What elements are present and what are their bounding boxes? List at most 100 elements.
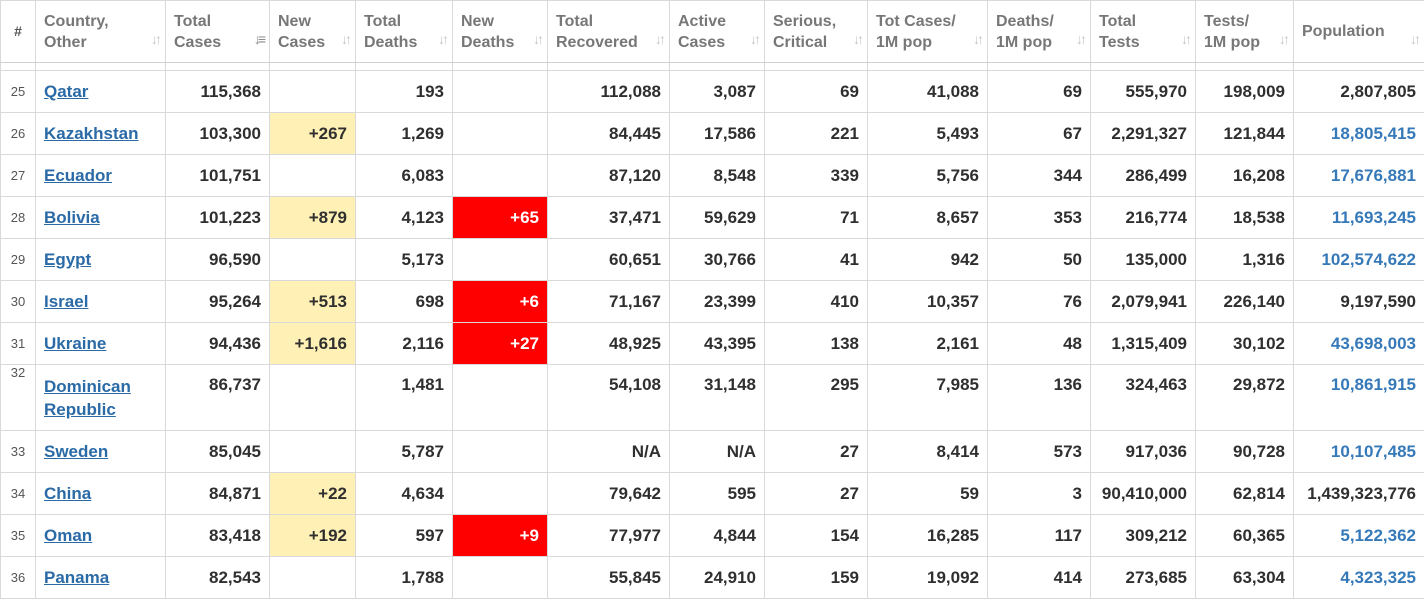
cell-deaths-per-1m: 414 (987, 556, 1091, 599)
sort-icon[interactable]: ↓↑ (853, 31, 864, 47)
cell-population: 43,698,003 (1293, 322, 1424, 365)
country-link[interactable]: Egypt (44, 250, 92, 269)
column-header-total-deaths[interactable]: Total Deaths ↓↑ (355, 0, 453, 63)
sort-icon[interactable]: ↓↑ (151, 31, 162, 47)
country-link[interactable]: Panama (44, 568, 110, 587)
sort-icon[interactable]: ↓↑ (1410, 31, 1421, 47)
cell-total-recovered: 48,925 (547, 322, 670, 365)
column-header-deaths-per-1m[interactable]: Deaths/ 1M pop ↓↑ (987, 0, 1091, 63)
column-header-total-cases[interactable]: Total Cases ↓≡ (165, 0, 270, 63)
column-header-index[interactable]: # (0, 0, 36, 63)
cell-new-cases (269, 556, 356, 599)
country-link[interactable]: Dominican Republic (44, 377, 131, 419)
cell-serious: 295 (764, 364, 868, 431)
column-header-cases-per-1m[interactable]: Tot Cases/ 1M pop ↓↑ (867, 0, 988, 63)
cell-cases-per-1m: 19,092 (867, 556, 988, 599)
cell-new-deaths (452, 154, 548, 197)
column-header-label: Tests/ 1M pop (1204, 12, 1260, 51)
column-header-new-cases[interactable]: New Cases ↓↑ (269, 0, 356, 63)
cell-new-cases: +1,616 (269, 322, 356, 365)
cell-new-cases: +513 (269, 280, 356, 323)
cell-deaths-per-1m: 48 (987, 322, 1091, 365)
cell-deaths-per-1m: 573 (987, 430, 1091, 473)
cell-serious: 154 (764, 514, 868, 557)
country-link[interactable]: Oman (44, 526, 93, 545)
country-link[interactable]: Kazakhstan (44, 124, 139, 143)
sort-icon[interactable]: ↓↑ (655, 31, 666, 47)
cell-total-tests: 2,079,941 (1090, 280, 1196, 323)
cell-total-tests: 1,315,409 (1090, 322, 1196, 365)
country-link[interactable]: Ecuador (44, 166, 113, 185)
column-header-label: Population (1302, 23, 1385, 40)
cell-population: 2,807,805 (1293, 70, 1424, 113)
sort-icon[interactable]: ↓↑ (973, 31, 984, 47)
cell-tests-per-1m: 29,872 (1195, 364, 1294, 431)
country-link[interactable]: Bolivia (44, 208, 100, 227)
cell-total-tests: 216,774 (1090, 196, 1196, 239)
cell-total-cases: 83,418 (165, 514, 270, 557)
country-link[interactable]: Sweden (44, 442, 109, 461)
cell-serious: 71 (764, 196, 868, 239)
column-header-active-cases[interactable]: Active Cases ↓↑ (669, 0, 765, 63)
cell-tests-per-1m: 16,208 (1195, 154, 1294, 197)
table-row: 36 Panama 82,543 1,788 55,845 24,910 159 19,092… (0, 556, 1424, 599)
cell-serious: 138 (764, 322, 868, 365)
cell-active-cases: 59,629 (669, 196, 765, 239)
cell-total-cases: 101,223 (165, 196, 270, 239)
sort-desc-icon[interactable]: ↓≡ (253, 31, 266, 47)
column-header-label: Total Recovered (556, 12, 638, 51)
cell-idx: 26 (0, 112, 36, 155)
cell-total-deaths: 1,481 (355, 364, 453, 431)
cell-total-cases: 85,045 (165, 430, 270, 473)
column-header-total-recovered[interactable]: Total Recovered ↓↑ (547, 0, 670, 63)
column-header-new-deaths[interactable]: New Deaths ↓↑ (452, 0, 548, 63)
sort-icon[interactable]: ↓↑ (1181, 31, 1192, 47)
column-header-label: # (14, 23, 22, 39)
cell-new-deaths (452, 364, 548, 431)
cell-serious: 339 (764, 154, 868, 197)
cell-total-cases: 82,543 (165, 556, 270, 599)
column-header-population[interactable]: Population ↓↑ (1293, 0, 1424, 63)
sort-icon[interactable]: ↓↑ (1076, 31, 1087, 47)
column-header-tests-per-1m[interactable]: Tests/ 1M pop ↓↑ (1195, 0, 1294, 63)
cell-idx: 31 (0, 322, 36, 365)
country-link[interactable]: China (44, 484, 92, 503)
header-row: # Country, Other ↓↑ Total Cases ↓≡ New Cases ↓… (0, 0, 1424, 63)
column-header-label: Active Cases (678, 12, 727, 51)
cell-new-cases (269, 430, 356, 473)
cell-country: Panama (35, 556, 166, 599)
column-header-serious-critical[interactable]: Serious, Critical ↓↑ (764, 0, 868, 63)
cell-new-cases: +879 (269, 196, 356, 239)
cell-total-tests: 555,970 (1090, 70, 1196, 113)
cell-new-deaths (452, 430, 548, 473)
cell-country: Egypt (35, 238, 166, 281)
column-header-total-tests[interactable]: Total Tests ↓↑ (1090, 0, 1196, 63)
country-link[interactable]: Israel (44, 292, 89, 311)
cell-cases-per-1m: 16,285 (867, 514, 988, 557)
cell-active-cases: 17,586 (669, 112, 765, 155)
cell-serious: 69 (764, 70, 868, 113)
cell-serious: 27 (764, 430, 868, 473)
table-row: 33 Sweden 85,045 5,787 N/A N/A 27 8,414 573 917,0… (0, 430, 1424, 473)
sort-icon[interactable]: ↓↑ (438, 31, 449, 47)
column-header-label: Serious, Critical (773, 12, 837, 51)
cell-total-cases: 94,436 (165, 322, 270, 365)
cell-total-tests: 917,036 (1090, 430, 1196, 473)
column-header-country[interactable]: Country, Other ↓↑ (35, 0, 166, 63)
sort-icon[interactable]: ↓↑ (750, 31, 761, 47)
table-row: 25 Qatar 115,368 193 112,088 3,087 69 41,088 69 5… (0, 70, 1424, 113)
cell-country: Qatar (35, 70, 166, 113)
cell-country: Ukraine (35, 322, 166, 365)
country-link[interactable]: Ukraine (44, 334, 107, 353)
cell-total-cases: 86,737 (165, 364, 270, 431)
sort-icon[interactable]: ↓↑ (341, 31, 352, 47)
sort-icon[interactable]: ↓↑ (533, 31, 544, 47)
cell-idx: 25 (0, 70, 36, 113)
cell-new-cases (269, 238, 356, 281)
cell-cases-per-1m: 2,161 (867, 322, 988, 365)
table-row: 30 Israel 95,264 +513 698 +6 71,167 23,399 410 10… (0, 280, 1424, 323)
sort-icon[interactable]: ↓↑ (1279, 31, 1290, 47)
cell-total-deaths: 1,788 (355, 556, 453, 599)
country-link[interactable]: Qatar (44, 82, 89, 101)
